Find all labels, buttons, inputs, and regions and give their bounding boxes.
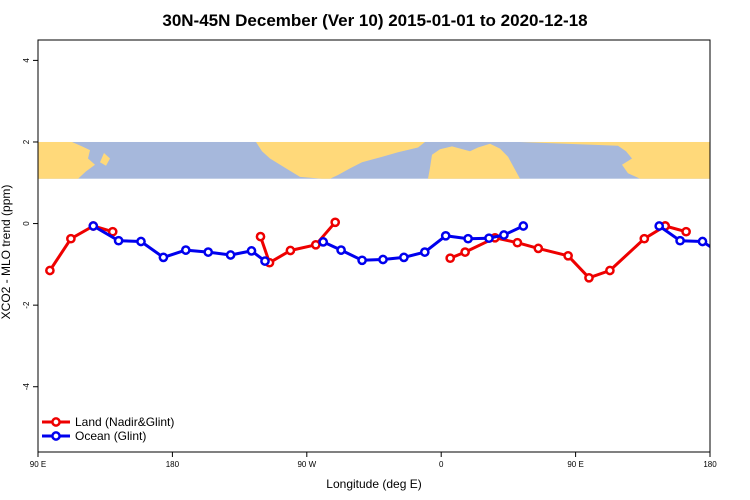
data-point [533,243,544,254]
plot-frame [37,39,711,453]
data-point [113,235,124,246]
data-point [518,221,529,231]
x-tick-label: 90 E [30,460,46,469]
data-point [584,272,594,283]
world-map-band [38,141,710,179]
data-point [697,236,708,247]
x-tick-label: 90 W [297,460,316,469]
series-line [658,224,710,249]
data-point [357,255,367,266]
y-tick-label: 4 [22,58,31,63]
map-land-shape [644,151,656,164]
chart-title: 30N-45N December (Ver 10) 2015-01-01 to … [162,11,587,30]
x-tick-label: 0 [439,460,444,469]
data-point [654,221,665,231]
legend-marker [51,431,61,441]
y-axis-label: XCO2 - MLO trend (ppm) [0,185,13,320]
data-point [723,254,730,261]
y-axis: 4 2 0 -2 -4 [22,58,38,391]
map-land-shape [468,157,492,167]
data-point [45,265,55,276]
data-point [107,226,118,237]
data-point [440,230,451,241]
data-point [136,236,146,247]
series-line [449,224,666,280]
x-axis: 90 E 180 90 W 0 90 E 180 [30,452,717,469]
legend-label: Land (Nadir&Glint) [75,415,174,429]
data-point [225,250,236,260]
series-land [45,217,691,283]
x-tick-label: 180 [703,460,717,469]
data-point [681,226,691,237]
data-point [419,247,430,257]
map-land-shape [38,142,95,179]
data-point [563,250,573,261]
map-land-shape [256,142,425,179]
data-point [158,252,169,263]
data-point [512,237,523,248]
data-point [378,254,388,265]
data-point [255,231,266,242]
legend-marker [51,417,61,427]
data-point [330,217,341,228]
legend: Land (Nadir&Glint)Ocean (Glint) [42,415,174,443]
data-point [460,247,470,257]
data-point [399,252,409,263]
series-ocean [88,221,730,266]
series-line [48,224,114,272]
data-point [336,245,346,255]
x-tick-label: 180 [166,460,180,469]
data-point [88,221,99,231]
data-point [499,230,509,240]
data-point [318,237,329,247]
map-land-shape [520,142,710,179]
data-point [484,233,494,244]
data-point [639,233,650,244]
data-point [203,247,214,257]
y-tick-label: 0 [22,221,31,226]
y-tick-label: 2 [22,139,31,144]
x-axis-label: Longitude (deg E) [326,477,421,491]
data-point [310,239,321,250]
map-land-shape [100,153,110,166]
legend-label: Ocean (Glint) [75,429,146,443]
data-point [445,253,456,264]
data-point [285,245,296,256]
data-point [246,246,257,256]
y-tick-label: -4 [22,383,31,391]
x-tick-label: 90 E [567,460,583,469]
data-point [260,256,270,266]
y-tick-label: -2 [22,301,31,309]
data-point [675,235,685,246]
data-point [180,245,191,255]
data-point [463,233,473,244]
data-point [66,233,76,244]
series-layer [45,217,730,283]
data-point [605,265,615,276]
